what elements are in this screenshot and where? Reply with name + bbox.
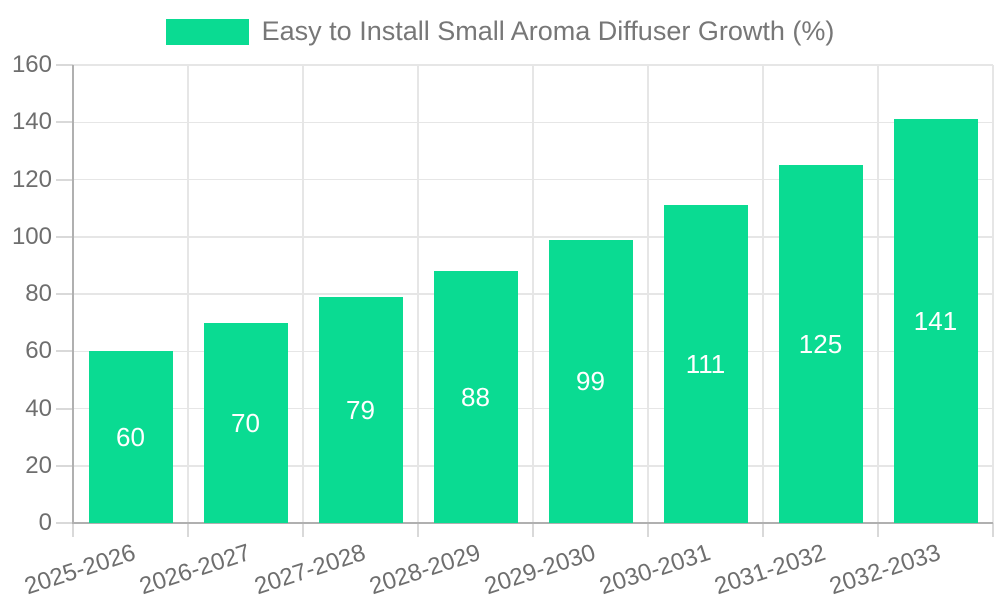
x-gridline	[302, 65, 304, 523]
y-axis-tick	[56, 350, 73, 353]
y-axis-tick	[56, 464, 73, 467]
bar[interactable]: 99	[548, 239, 633, 523]
bar[interactable]: 141	[893, 119, 978, 523]
x-gridline	[417, 65, 419, 523]
bar-value-label: 79	[346, 394, 375, 425]
y-axis-tick	[56, 178, 73, 181]
y-axis-label: 140	[11, 108, 52, 136]
x-axis-tick	[877, 523, 879, 537]
x-axis-label: 2027-2028	[251, 539, 369, 600]
y-axis-label: 100	[11, 222, 52, 250]
x-gridline	[877, 65, 879, 523]
bar-value-label: 141	[913, 306, 958, 337]
bar-value-label: 60	[116, 422, 145, 453]
x-axis-tick	[72, 523, 74, 537]
y-axis-tick	[56, 522, 73, 524]
legend-label: Easy to Install Small Aroma Diffuser Gro…	[261, 16, 835, 46]
x-gridline	[647, 65, 649, 523]
x-axis-line	[72, 522, 993, 524]
bar-value-label: 88	[461, 382, 490, 413]
x-axis-tick	[417, 523, 419, 537]
x-axis-tick	[302, 523, 304, 537]
x-axis-tick	[762, 523, 764, 537]
bar[interactable]: 70	[203, 322, 288, 523]
x-axis-tick	[647, 523, 649, 537]
y-axis-label: 60	[25, 337, 52, 365]
y-axis-label: 80	[25, 280, 52, 307]
x-axis-label: 2029-2030	[481, 539, 599, 600]
y-axis-label: 160	[11, 51, 52, 78]
x-axis-tick	[992, 523, 994, 537]
x-gridline	[532, 65, 534, 523]
x-axis-label: 2031-2032	[711, 539, 829, 600]
x-axis-label: 2026-2027	[136, 539, 254, 600]
x-gridline	[762, 65, 764, 523]
y-axis-label: 120	[11, 165, 52, 193]
y-axis-tick	[56, 64, 73, 66]
x-gridline	[992, 65, 994, 523]
y-axis-tick	[56, 235, 73, 238]
bar-value-label: 70	[231, 407, 260, 438]
y-axis-line	[72, 65, 74, 523]
bar-value-label: 111	[685, 349, 726, 380]
legend-item[interactable]: Easy to Install Small Aroma Diffuser Gro…	[0, 16, 1000, 47]
y-axis-tick	[56, 407, 73, 410]
bar[interactable]: 60	[88, 351, 173, 523]
bar[interactable]: 125	[778, 165, 863, 523]
x-axis-tick	[532, 523, 534, 537]
bar[interactable]: 111	[663, 205, 748, 523]
bar-value-label: 99	[576, 366, 605, 397]
y-axis-label: 20	[25, 451, 52, 479]
bar-value-label: 125	[798, 329, 843, 360]
y-axis-tick	[56, 121, 73, 124]
y-axis-label: 40	[25, 394, 52, 422]
bar[interactable]: 79	[318, 296, 403, 523]
bar[interactable]: 88	[433, 271, 518, 523]
x-axis-label: 2030-2031	[596, 539, 714, 600]
legend-swatch	[165, 18, 249, 45]
x-axis-tick	[187, 523, 189, 537]
x-axis-label: 2032-2033	[826, 539, 944, 600]
x-gridline	[187, 65, 189, 523]
x-axis-label: 2028-2029	[366, 539, 484, 600]
x-axis-label: 2025-2026	[21, 539, 139, 600]
y-axis-tick	[56, 293, 73, 295]
y-axis-label: 0	[38, 509, 52, 536]
